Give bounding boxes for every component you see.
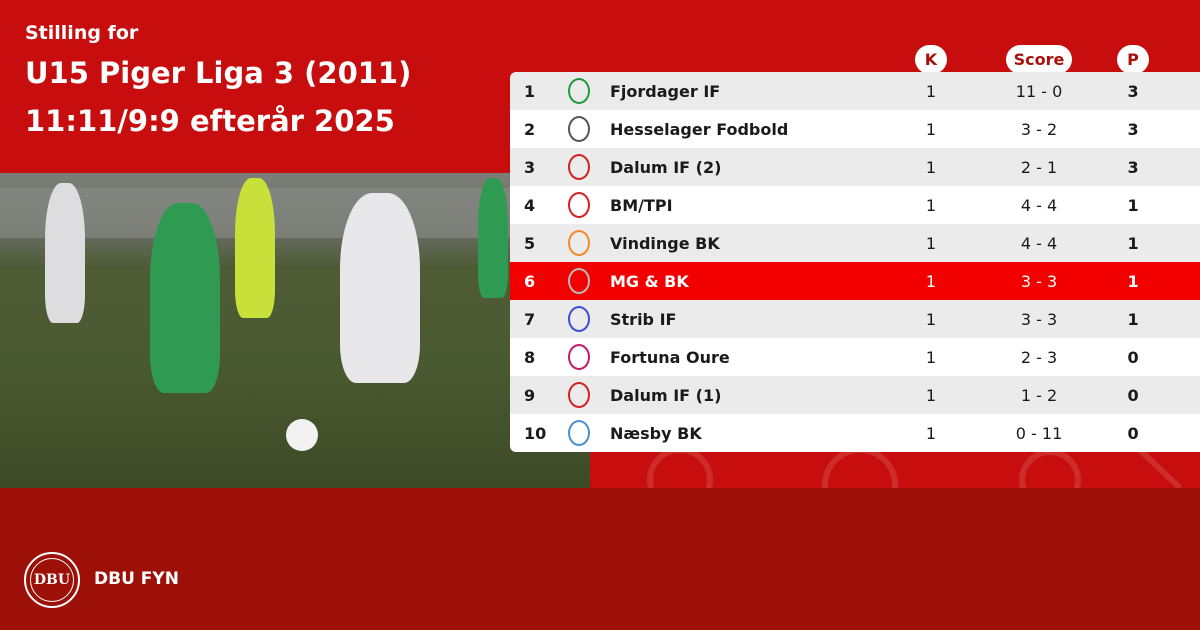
- page-title-season: 11:11/9:9 efterår 2025: [25, 104, 395, 138]
- subtitle: Stilling for: [25, 22, 139, 44]
- team-logo-icon: [568, 420, 590, 446]
- footer-background: [0, 488, 1200, 630]
- team-logo-icon: [568, 78, 590, 104]
- team-logo-icon: [568, 344, 590, 370]
- organization-name: DBU FYN: [94, 569, 179, 589]
- table-row[interactable]: 9 Dalum IF (1) 1 1 - 2 0: [510, 376, 1200, 414]
- team-name[interactable]: MG & BK: [610, 271, 689, 291]
- team-logo-icon: [568, 268, 590, 294]
- dbu-logo: DBU: [24, 552, 80, 608]
- match-photo: [0, 173, 590, 488]
- table-row[interactable]: 6 MG & BK 1 3 - 3 1: [510, 262, 1200, 300]
- team-name[interactable]: BM/TPI: [610, 195, 673, 215]
- team-logo-icon: [568, 382, 590, 408]
- table-row[interactable]: 2 Hesselager Fodbold 1 3 - 2 3: [510, 110, 1200, 148]
- team-logo-icon: [568, 306, 590, 332]
- position: 2: [524, 119, 536, 139]
- team-logo-icon: [568, 116, 590, 142]
- position: 5: [524, 233, 536, 253]
- table-row[interactable]: 4 BM/TPI 1 4 - 4 1: [510, 186, 1200, 224]
- dbu-logo-text: DBU: [33, 572, 71, 588]
- column-header-p[interactable]: P: [1117, 45, 1149, 74]
- team-name[interactable]: Dalum IF (1): [610, 385, 722, 405]
- position: 1: [524, 81, 536, 101]
- page-title: U15 Piger Liga 3 (2011): [25, 56, 412, 90]
- position: 10: [524, 423, 547, 443]
- position: 7: [524, 309, 536, 329]
- position: 6: [524, 271, 536, 291]
- team-name[interactable]: Dalum IF (2): [610, 157, 722, 177]
- team-name[interactable]: Næsby BK: [610, 423, 702, 443]
- table-row[interactable]: 5 Vindinge BK 1 4 - 4 1: [510, 224, 1200, 262]
- position: 8: [524, 347, 536, 367]
- table-row[interactable]: 10 Næsby BK 1 0 - 11 0: [510, 414, 1200, 452]
- table-row[interactable]: 1 Fjordager IF 1 11 - 0 3: [510, 72, 1200, 110]
- table-row[interactable]: 8 Fortuna Oure 1 2 - 3 0: [510, 338, 1200, 376]
- table-row[interactable]: 3 Dalum IF (2) 1 2 - 1 3: [510, 148, 1200, 186]
- position: 4: [524, 195, 536, 215]
- team-name[interactable]: Hesselager Fodbold: [610, 119, 789, 139]
- team-logo-icon: [568, 192, 590, 218]
- position: 3: [524, 157, 536, 177]
- position: 9: [524, 385, 536, 405]
- team-logo-icon: [568, 154, 590, 180]
- team-logo-icon: [568, 230, 590, 256]
- team-name[interactable]: Strib IF: [610, 309, 677, 329]
- table-row[interactable]: 7 Strib IF 1 3 - 3 1: [510, 300, 1200, 338]
- team-name[interactable]: Fortuna Oure: [610, 347, 730, 367]
- column-header-score[interactable]: Score: [1006, 45, 1072, 74]
- column-header-k[interactable]: K: [915, 45, 947, 74]
- team-name[interactable]: Vindinge BK: [610, 233, 720, 253]
- team-name[interactable]: Fjordager IF: [610, 81, 721, 101]
